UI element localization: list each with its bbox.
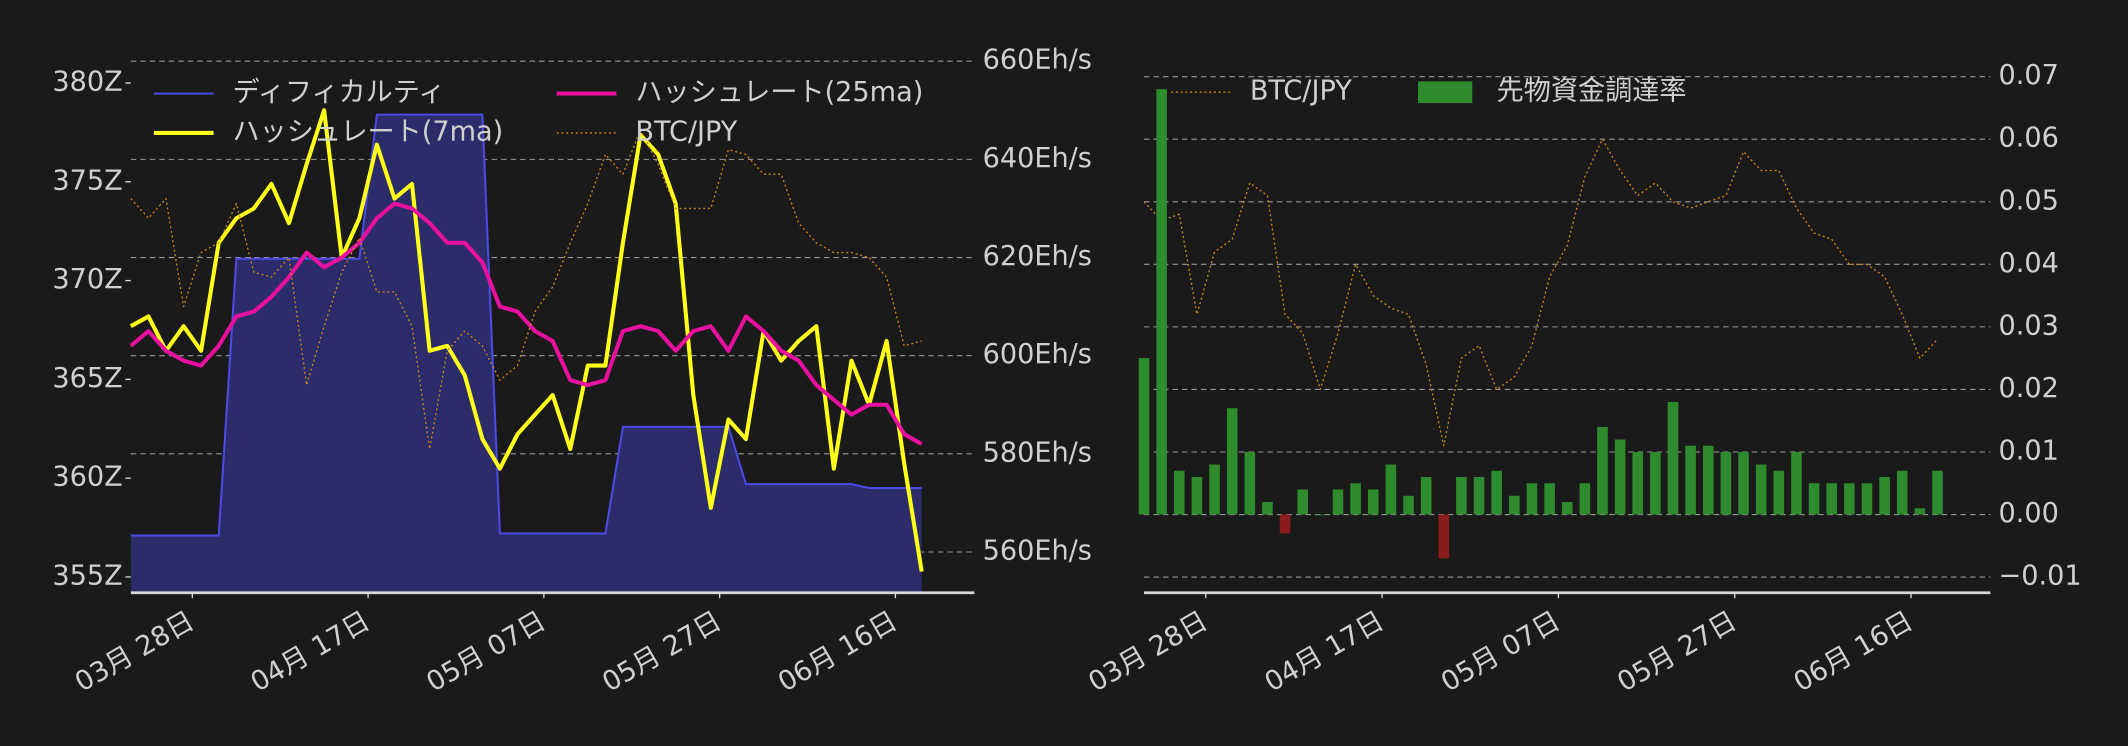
legend-label: BTC/JPY [1250, 76, 1352, 107]
bar [1191, 477, 1203, 515]
y-tick-label: 0.06 [1999, 123, 2059, 154]
x-tick-label: 05月 27日 [1612, 606, 1742, 699]
x-tick-label: 05月 27日 [597, 606, 727, 699]
y-tick-label: 0.02 [1999, 373, 2059, 404]
bar [1597, 426, 1608, 515]
legend-label: ハッシュレート(7ma) [233, 116, 504, 147]
legend-label: 先物資金調達率 [1497, 76, 1687, 107]
x-tick-label: 05月 07日 [1436, 606, 1566, 699]
y2-tick-label: 640Eh/s [983, 143, 1092, 174]
y-tick-label: 355Z [52, 560, 122, 591]
bar [1138, 358, 1150, 515]
bar [1526, 483, 1538, 515]
area-line [130, 113, 922, 537]
x-tick-label: 04月 17日 [1260, 606, 1390, 699]
bar [1279, 514, 1291, 534]
bar [1738, 451, 1749, 515]
bar [1156, 89, 1167, 515]
bar [1456, 477, 1467, 515]
bar [1755, 464, 1767, 515]
y-tick-label: 0.05 [1999, 185, 2059, 216]
y-tick-label: −0.01 [1999, 561, 2082, 592]
x-tick-label: 03月 28日 [1083, 606, 1213, 699]
bar [1650, 451, 1661, 515]
bar [1702, 445, 1714, 515]
bar [1826, 483, 1837, 515]
series-line [130, 129, 922, 450]
chart-panel: 355Z 360Z 365Z 370Z 375Z 380Z 560Eh/s 580Eh/s 60… [52, 45, 1092, 699]
y-tick-label: 0.01 [1999, 435, 2059, 466]
series-line [1143, 138, 1938, 447]
bar [1579, 483, 1591, 515]
series-line [129, 201, 923, 446]
bar [1332, 489, 1344, 515]
bar [1315, 514, 1326, 516]
y2-tick-label: 580Eh/s [983, 437, 1092, 468]
y-tick-label: 0.04 [1999, 248, 2059, 279]
bar [1844, 483, 1855, 515]
x-tick-label: 05月 07日 [421, 606, 551, 699]
x-tick-label: 06月 16日 [1789, 606, 1919, 699]
y2-tick-label: 620Eh/s [983, 241, 1092, 272]
legend-swatch [1418, 81, 1473, 104]
bar [1561, 502, 1573, 515]
legend-label: ディフィカルティ [233, 77, 446, 108]
bar [1244, 451, 1256, 515]
bar [1174, 470, 1185, 515]
y-tick-label: 365Z [52, 363, 122, 394]
series-line [129, 108, 924, 572]
x-tick-label: 04月 17日 [246, 606, 376, 699]
legend-label: ハッシュレート(25ma) [635, 77, 923, 108]
bar [1367, 489, 1379, 515]
area-fill [130, 114, 922, 593]
bar [1861, 483, 1873, 515]
bar [1914, 508, 1926, 515]
bar [1209, 464, 1220, 515]
bar [1509, 495, 1520, 515]
bar [1932, 470, 1943, 515]
bar [1350, 483, 1361, 515]
bar [1297, 489, 1309, 515]
bar [1614, 439, 1626, 515]
bar [1262, 502, 1273, 515]
y2-tick-label: 560Eh/s [983, 535, 1092, 566]
bar [1385, 464, 1397, 515]
y-tick-label: 0.03 [1999, 310, 2059, 341]
bar [1403, 495, 1414, 515]
y-tick-label: 380Z [52, 67, 122, 98]
bar [1438, 514, 1450, 559]
bar [1685, 445, 1696, 515]
y2-tick-label: 660Eh/s [983, 45, 1092, 76]
bar [1544, 483, 1555, 515]
x-tick-label: 03月 28日 [70, 606, 200, 699]
bar [1879, 477, 1890, 515]
bar [1773, 470, 1785, 515]
bar [1667, 401, 1679, 515]
bar [1473, 477, 1485, 515]
bar [1420, 477, 1432, 515]
legend-label: BTC/JPY [635, 116, 737, 147]
y-tick-label: 360Z [52, 462, 122, 493]
y-tick-label: 0.07 [1999, 60, 2059, 91]
x-tick-label: 06月 16日 [773, 606, 903, 699]
bar [1491, 470, 1502, 515]
y-tick-label: 0.00 [1999, 498, 2059, 529]
y-tick-label: 370Z [52, 264, 122, 295]
bar [1226, 408, 1238, 515]
y2-tick-label: 600Eh/s [983, 339, 1092, 370]
y-tick-label: 375Z [52, 165, 122, 196]
bar [1720, 451, 1732, 515]
chart-panel: −0.01 0.00 0.01 0.02 0.03 0.04 0.05 0.06 0.07 03月… [1083, 60, 2081, 698]
bar [1632, 451, 1644, 515]
bar [1808, 483, 1820, 515]
bar [1896, 470, 1908, 515]
bar [1791, 451, 1802, 515]
